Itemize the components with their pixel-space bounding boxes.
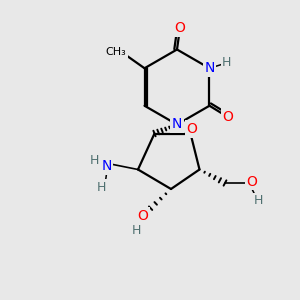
Text: O: O (137, 209, 148, 223)
Text: H: H (132, 224, 141, 238)
Text: O: O (247, 175, 257, 188)
Text: CH₃: CH₃ (105, 47, 126, 57)
Text: H: H (97, 181, 106, 194)
Text: H: H (90, 154, 99, 167)
Text: O: O (187, 122, 197, 136)
Text: H: H (222, 56, 232, 69)
Text: O: O (223, 110, 233, 124)
Text: N: N (204, 61, 215, 75)
Text: H: H (253, 194, 263, 208)
Text: N: N (101, 160, 112, 173)
Text: O: O (175, 21, 185, 35)
Text: N: N (172, 118, 182, 131)
